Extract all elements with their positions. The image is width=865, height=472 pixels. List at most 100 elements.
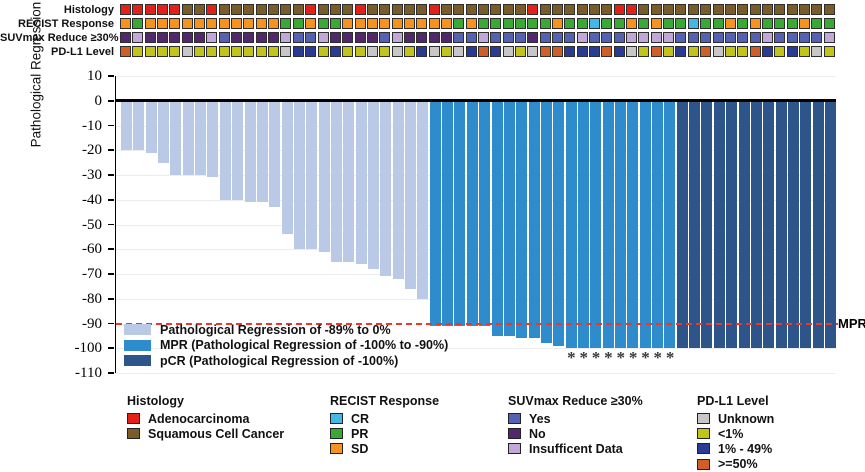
- legend-item: CR: [330, 411, 439, 426]
- patient-bar: [380, 100, 392, 277]
- annotation-cell: [700, 46, 712, 57]
- annotation-cell: [255, 32, 267, 43]
- patient-bar: [454, 100, 466, 326]
- annotation-cell: [379, 18, 391, 29]
- annotation-cell: [354, 46, 366, 57]
- annotation-cell: [342, 18, 354, 29]
- annotation-cell: [823, 46, 835, 57]
- annotation-cell: [206, 32, 218, 43]
- patient-bar: [664, 100, 676, 349]
- annotation-cell: [527, 18, 539, 29]
- y-tick-mark: [108, 273, 114, 275]
- asterisk-marker: *: [604, 348, 613, 368]
- annotation-cell: [737, 46, 749, 57]
- annotation-cell: [774, 46, 786, 57]
- legend-label: MPR (Pathological Regression of -100% to…: [160, 338, 449, 353]
- annotation-cell: [564, 4, 576, 15]
- legend-swatch: [508, 428, 521, 440]
- annotation-cell: [823, 18, 835, 29]
- annotation-cell: [650, 18, 662, 29]
- legend-swatch: [697, 413, 710, 425]
- annotation-cell: [601, 4, 613, 15]
- legend-group-1: Histology Adenocarcinoma Squamous Cell Can…: [127, 394, 284, 441]
- annotation-cell: [798, 32, 810, 43]
- asterisk-marker: *: [628, 348, 638, 368]
- y-tick-label: -50: [82, 216, 102, 233]
- patient-bar: [442, 100, 454, 326]
- patient-bar: [726, 100, 738, 349]
- legend-row-mpr: MPR (Pathological Regression of -100% to…: [124, 338, 448, 354]
- patient-bar: [281, 100, 293, 235]
- legend-item-label: No: [529, 426, 546, 441]
- patient-bar: [615, 100, 626, 349]
- patient-bar: [405, 100, 417, 289]
- annotation-cell: [749, 18, 761, 29]
- legend-swatch: [508, 413, 521, 425]
- mpr-threshold-line: [116, 322, 838, 325]
- annotation-cell: [428, 4, 440, 15]
- annotation-cell: [552, 46, 564, 57]
- annotation-cell: [798, 18, 810, 29]
- annotation-cell: [231, 32, 243, 43]
- patient-bar: [627, 100, 639, 349]
- legend-item: 1% - 49%: [697, 441, 774, 456]
- patient-bar: [343, 100, 355, 262]
- annotation-cell: [515, 4, 526, 15]
- patient-bar: [466, 100, 478, 326]
- annotation-cell: [786, 46, 798, 57]
- annotation-cell: [169, 18, 181, 29]
- annotation-cell: [379, 46, 391, 57]
- annotation-cell: [342, 4, 354, 15]
- legend-item-label: Unknown: [718, 411, 775, 426]
- y-tick-label: -110: [75, 365, 102, 381]
- patient-bar: [639, 100, 651, 349]
- annotation-cell: [144, 4, 156, 15]
- patient-bar: [738, 100, 750, 349]
- annotation-cell: [626, 4, 638, 15]
- annotation-cell: [181, 32, 193, 43]
- annotation-cell: [255, 46, 267, 57]
- annotation-cell: [502, 18, 514, 29]
- annotation-cell: [675, 46, 687, 57]
- annotation-cell: [416, 46, 428, 57]
- annotation-cell: [231, 4, 243, 15]
- legend-item-label: >=50%: [718, 457, 758, 472]
- annotation-cell: [798, 46, 810, 57]
- annotation-cell: [774, 18, 786, 29]
- annotation-cell: [218, 46, 230, 57]
- annotation-cell: [391, 46, 403, 57]
- annotation-cell: [391, 32, 403, 43]
- annotation-cell: [243, 46, 255, 57]
- annotation-cell: [317, 32, 329, 43]
- annotation-cell: [144, 32, 156, 43]
- annotation-cell: [206, 46, 218, 57]
- annotation-cell: [440, 46, 452, 57]
- annotation-cell: [440, 4, 452, 15]
- annotation-cell: [613, 4, 625, 15]
- y-tick-label: -90: [82, 315, 102, 332]
- legend-item-label: <1%: [718, 426, 744, 441]
- patient-bar: [269, 100, 281, 208]
- annotation-cell: [280, 4, 292, 15]
- legend-swatch: [697, 443, 710, 455]
- annotation-cell: [181, 46, 193, 57]
- annotation-cell: [761, 4, 773, 15]
- patient-bar: [503, 100, 515, 336]
- y-tick-mark: [108, 75, 114, 77]
- annotation-cell: [354, 32, 366, 43]
- annotation-cell: [416, 18, 428, 29]
- annotation-cell: [255, 4, 267, 15]
- patient-bar: [429, 100, 441, 326]
- annotation-cell: [749, 46, 761, 57]
- annotation-cell: [329, 18, 341, 29]
- annotation-cell: [243, 4, 255, 15]
- annotation-cell: [169, 4, 181, 15]
- legend-item: Yes: [508, 411, 643, 426]
- legend-item-label: SD: [351, 441, 369, 456]
- annotation-cell: [268, 18, 280, 29]
- annotation-cell: [700, 18, 712, 29]
- plot-area: * * * * * * * * *: [115, 76, 836, 374]
- patient-bar: [306, 100, 318, 250]
- annotation-cell: [515, 46, 526, 57]
- annotation-cell: [663, 32, 675, 43]
